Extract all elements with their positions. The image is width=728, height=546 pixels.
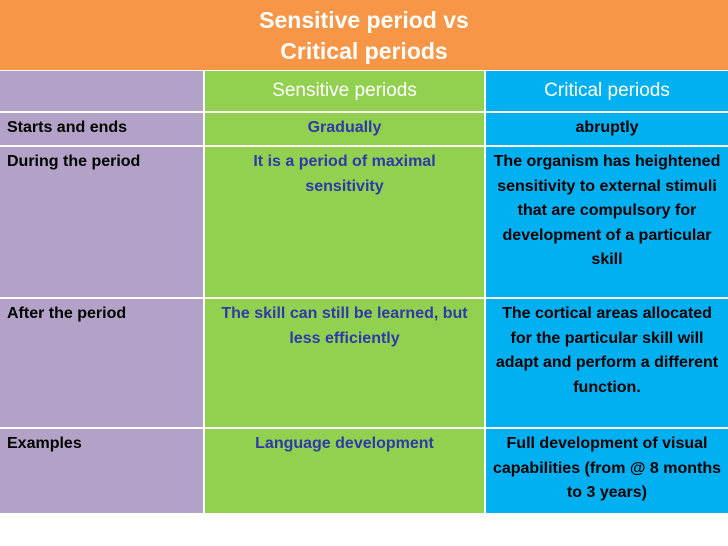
title-line-1: Sensitive period vs <box>259 7 469 33</box>
slide-title: Sensitive period vs Critical periods <box>0 0 728 70</box>
header-sensitive-periods: Sensitive periods <box>205 71 484 111</box>
critical-examples: Full development of visual capabilities … <box>486 429 728 513</box>
sensitive-after-the-period: The skill can still be learned, but less… <box>205 299 484 427</box>
sensitive-starts-and-ends: Gradually <box>205 113 484 145</box>
row-label-starts-and-ends: Starts and ends <box>0 113 203 145</box>
sensitive-examples: Language development <box>205 429 484 513</box>
header-blank-cell <box>0 71 203 111</box>
row-label-after-the-period: After the period <box>0 299 203 427</box>
critical-starts-and-ends: abruptly <box>486 113 728 145</box>
critical-during-the-period: The organism has heightened sensitivity … <box>486 147 728 297</box>
critical-after-the-period: The cortical areas allocated for the par… <box>486 299 728 427</box>
sensitive-during-the-period: It is a period of maximal sensitivity <box>205 147 484 297</box>
header-critical-periods: Critical periods <box>486 71 728 111</box>
row-label-examples: Examples <box>0 429 203 513</box>
title-line-2: Critical periods <box>280 38 448 64</box>
row-label-during-the-period: During the period <box>0 147 203 297</box>
